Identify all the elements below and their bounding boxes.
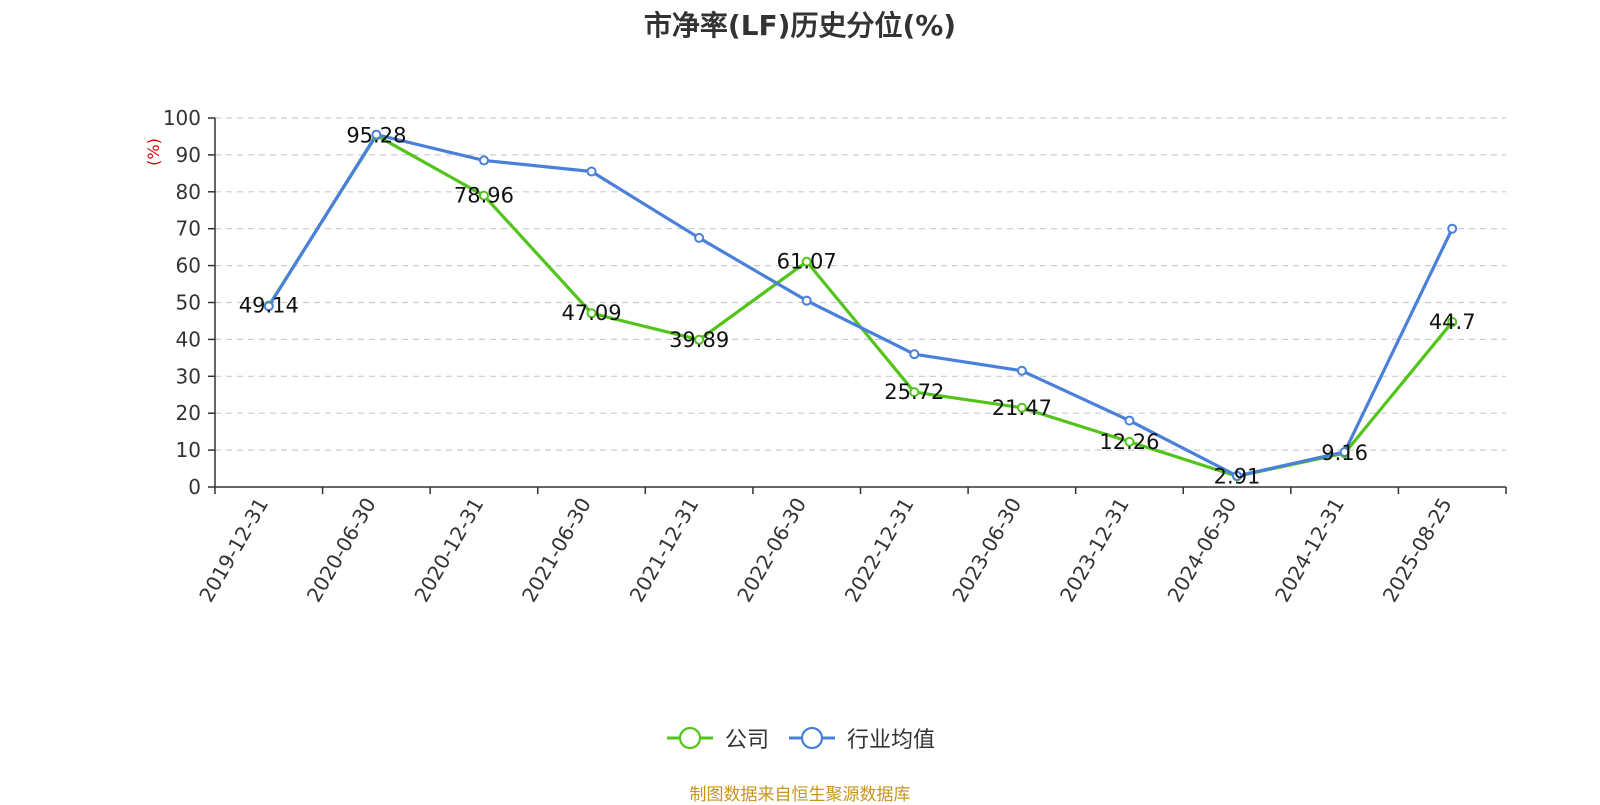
legend-marker-icon xyxy=(789,726,835,750)
data-label: 2.91 xyxy=(1214,464,1261,488)
data-point-industry-avg xyxy=(1339,446,1350,457)
y-tick-label: 100 xyxy=(163,106,201,130)
data-point-industry-avg xyxy=(1016,365,1027,376)
y-tick-label: 60 xyxy=(176,254,201,278)
y-tick-label: 10 xyxy=(176,438,201,462)
data-point-industry-avg xyxy=(478,155,489,166)
x-tick-label: 2021-06-30 xyxy=(517,494,596,607)
grid-lines xyxy=(215,117,1506,451)
data-point-industry-avg xyxy=(1124,415,1135,426)
data-label: 44.7 xyxy=(1429,310,1476,334)
data-label: 95.28 xyxy=(346,123,406,147)
data-label: 78.96 xyxy=(454,184,514,208)
source-note: 制图数据来自恒生聚源数据库 xyxy=(689,785,911,805)
y-tick-label: 20 xyxy=(176,401,201,425)
data-point-company xyxy=(694,334,705,345)
x-tick-label: 2023-06-30 xyxy=(947,494,1026,607)
data-point-industry-avg xyxy=(263,301,274,312)
y-tick-label: 50 xyxy=(176,291,201,315)
data-label: 25.72 xyxy=(884,380,944,404)
data-point-industry-avg xyxy=(1232,470,1243,481)
data-label: 39.89 xyxy=(669,328,729,352)
data-point-industry-avg xyxy=(371,129,382,140)
legend-item-industry-avg[interactable]: 行业均值 xyxy=(787,722,935,754)
axes: 0 10 20 30 40 50 60 70 80 90 100 2019-12-31 2020-06-… xyxy=(163,106,1507,607)
data-label: 61.07 xyxy=(777,250,837,274)
data-label: 21.47 xyxy=(992,396,1052,420)
data-labels: 49.14 95.28 78.96 47.09 39.89 61.07 25.72 21.47… xyxy=(239,123,1476,488)
data-label: 49.14 xyxy=(239,294,299,318)
x-tick-label: 2021-12-31 xyxy=(625,494,704,607)
legend-circle xyxy=(678,726,702,750)
data-label: 9.16 xyxy=(1321,441,1368,465)
x-tick-label: 2024-06-30 xyxy=(1162,494,1241,607)
data-point-industry-avg xyxy=(586,166,597,177)
data-point-company xyxy=(1447,317,1458,328)
x-tick-label: 2019-12-31 xyxy=(194,494,273,607)
data-point-company xyxy=(478,190,489,201)
y-tick-label: 80 xyxy=(176,180,201,204)
data-label: 12.26 xyxy=(1099,430,1159,454)
data-point-industry-avg xyxy=(909,349,920,360)
x-tick-label: 2023-12-31 xyxy=(1055,494,1134,607)
series-line-industry-avg xyxy=(267,133,1454,478)
x-tick-label: 2020-12-31 xyxy=(409,494,488,607)
x-tick-label: 2024-12-31 xyxy=(1270,494,1349,607)
y-tick-label: 30 xyxy=(176,364,201,388)
series-lines xyxy=(263,129,1458,482)
data-point-company xyxy=(1016,402,1027,413)
legend-circle xyxy=(800,726,824,750)
legend-label: 公司 xyxy=(724,728,769,753)
legend-item-company[interactable]: 公司 xyxy=(665,722,769,754)
data-point-company xyxy=(801,256,812,267)
data-point-industry-avg xyxy=(1447,223,1458,234)
y-tick-label: 70 xyxy=(176,217,201,241)
y-tick-label: 90 xyxy=(176,143,201,167)
legend-marker-icon xyxy=(666,726,713,750)
legend-label: 行业均值 xyxy=(847,728,936,753)
data-point-industry-avg xyxy=(694,232,705,243)
data-point-company xyxy=(909,387,920,398)
data-point-industry-avg xyxy=(801,295,812,306)
data-label: 47.09 xyxy=(561,301,621,325)
x-tick-label: 2020-06-30 xyxy=(302,494,381,607)
chart-title: 市净率(LF)历史分位(%) xyxy=(643,9,957,42)
data-point-company xyxy=(1124,436,1135,447)
y-axis-label: (%) xyxy=(144,138,163,166)
y-tick-label: 40 xyxy=(176,327,201,351)
x-tick-label: 2022-12-31 xyxy=(840,494,919,607)
x-tick-label: 2025-08-25 xyxy=(1378,494,1457,607)
x-tick-label: 2022-06-30 xyxy=(732,494,811,607)
legend: 公司 行业均值 xyxy=(0,720,1600,756)
series-line-company xyxy=(267,133,1454,478)
data-point-company xyxy=(586,308,597,319)
y-tick-label: 0 xyxy=(188,475,201,499)
